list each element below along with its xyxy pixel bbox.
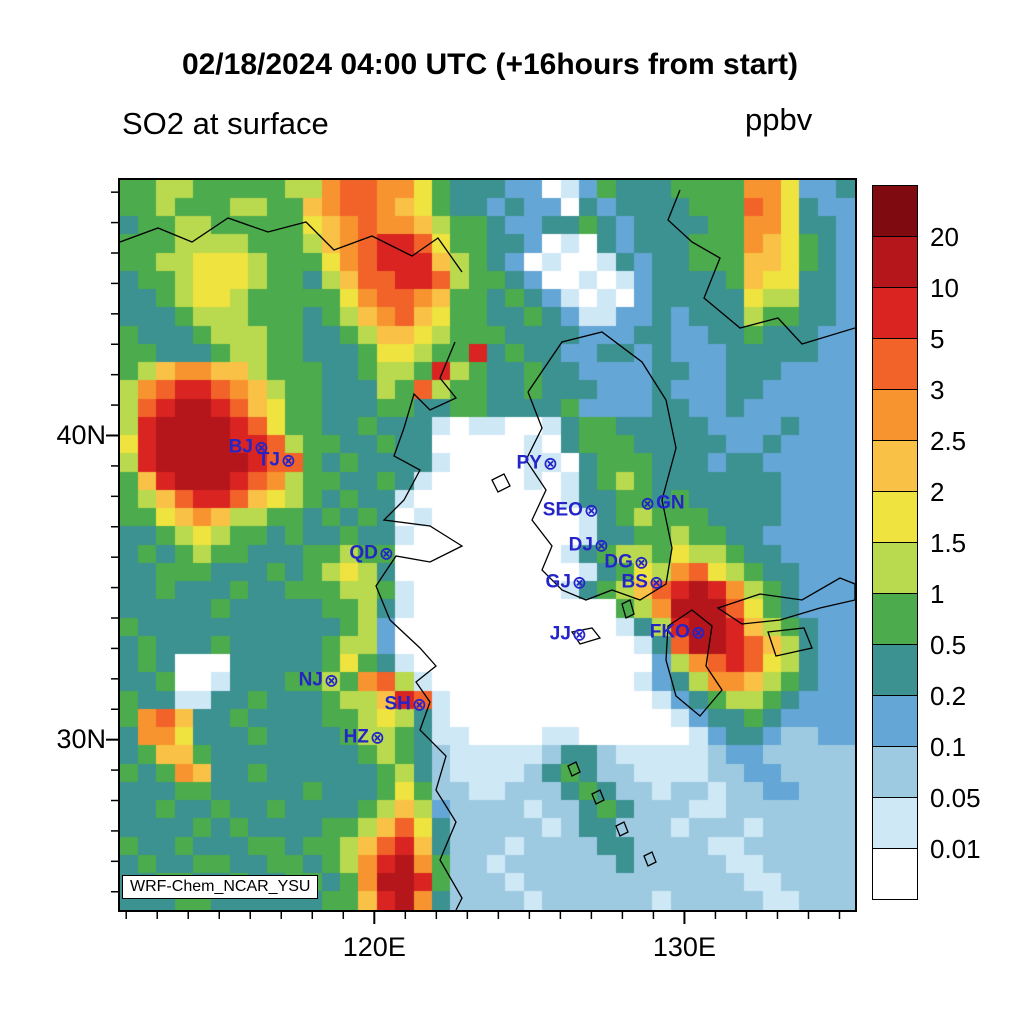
city-py: PY ⊗ bbox=[517, 454, 559, 473]
coastline-path bbox=[120, 217, 463, 273]
map-panel: WRF-Chem_NCAR_YSU BJ ⊗ TJ ⊗ PY ⊗ SEO ⊗ ⊗ GN QD ⊗ DJ ⊗… bbox=[118, 178, 857, 912]
colorbar-tick-label: 0.5 bbox=[930, 630, 967, 660]
colorbar-tick-label: 20 bbox=[930, 222, 959, 252]
coastline-path bbox=[621, 599, 635, 619]
coastline-path bbox=[716, 577, 855, 625]
city-bs: BS ⊗ bbox=[622, 573, 666, 592]
city-marker-icon: ⊗ bbox=[378, 543, 394, 563]
colorbar-tick-label: 2 bbox=[930, 477, 945, 507]
city-marker-icon: ⊗ bbox=[633, 552, 649, 572]
city-gj: GJ ⊗ bbox=[546, 573, 588, 592]
city-marker-icon: ⊗ bbox=[253, 437, 269, 457]
city-label: DJ bbox=[568, 534, 593, 556]
coastline-path bbox=[491, 473, 511, 493]
city-label: PY bbox=[516, 452, 542, 474]
coastline-path bbox=[615, 821, 629, 837]
model-watermark: WRF-Chem_NCAR_YSU bbox=[122, 875, 319, 899]
colorbar-tick-label: 1.5 bbox=[930, 528, 967, 558]
colorbar-box-5 bbox=[872, 440, 918, 492]
coastline-path bbox=[667, 189, 855, 345]
colorbar-tick-label: 0.2 bbox=[930, 681, 967, 711]
city-nj: NJ ⊗ bbox=[299, 671, 340, 690]
city-label: TJ bbox=[257, 449, 280, 471]
so2-heatmap bbox=[120, 180, 855, 910]
colorbar-tick-label: 0.01 bbox=[930, 834, 981, 864]
plot-title: 02/18/2024 04:00 UTC (+16hours from star… bbox=[181, 48, 799, 81]
city-tj: TJ ⊗ bbox=[258, 451, 297, 470]
city-fko: FKO ⊗ bbox=[650, 623, 707, 642]
colorbar-box-10 bbox=[872, 695, 918, 747]
colorbar-tick-label: 10 bbox=[930, 273, 959, 303]
city-label: GN bbox=[656, 492, 685, 514]
city-label: JJ bbox=[549, 623, 571, 645]
coastline-path bbox=[665, 609, 723, 717]
colorbar-box-13 bbox=[872, 848, 918, 900]
city-jj: JJ ⊗ bbox=[550, 625, 588, 644]
city-label: SH bbox=[384, 693, 411, 715]
colorbar-box-3 bbox=[872, 338, 918, 390]
coastlines bbox=[120, 189, 855, 910]
city-label: SEO bbox=[542, 499, 583, 521]
city-hz: HZ ⊗ bbox=[344, 728, 386, 747]
coastline-path bbox=[570, 627, 602, 645]
city-gn: ⊗ GN bbox=[639, 494, 685, 513]
colorbar-tick-label: 0.05 bbox=[930, 783, 981, 813]
y-axis-label-30N: 30N bbox=[56, 723, 106, 754]
city-marker-icon: ⊗ bbox=[542, 453, 558, 473]
city-dj: DJ ⊗ bbox=[569, 536, 610, 555]
colorbar-box-2 bbox=[872, 287, 918, 339]
city-qd: QD ⊗ bbox=[349, 544, 395, 563]
city-marker-icon: ⊗ bbox=[583, 500, 599, 520]
colorbar-box-1 bbox=[872, 236, 918, 288]
colorbar-box-9 bbox=[872, 644, 918, 696]
city-marker-icon: ⊗ bbox=[648, 572, 664, 592]
city-marker-icon: ⊗ bbox=[323, 670, 339, 690]
colorbar-tick-label: 5 bbox=[930, 324, 945, 354]
city-marker-icon: ⊗ bbox=[640, 493, 656, 513]
city-marker-icon: ⊗ bbox=[690, 622, 706, 642]
city-label: FKO bbox=[649, 621, 690, 643]
city-label: BS bbox=[621, 571, 648, 593]
coastline-path bbox=[525, 331, 677, 601]
y-axis-label-40N: 40N bbox=[56, 419, 106, 450]
city-dg: DG ⊗ bbox=[604, 553, 650, 572]
colorbar-tick-label: 0.1 bbox=[930, 732, 967, 762]
city-marker-icon: ⊗ bbox=[571, 624, 587, 644]
city-marker-icon: ⊗ bbox=[571, 572, 587, 592]
colorbar-tick-label: 2.5 bbox=[930, 426, 967, 456]
x-axis-label-120E: 120E bbox=[342, 932, 406, 962]
coastline-path bbox=[643, 851, 657, 867]
coastline-path bbox=[375, 341, 464, 910]
colorbar-box-7 bbox=[872, 542, 918, 594]
city-label: QD bbox=[349, 542, 378, 564]
colorbar-box-6 bbox=[872, 491, 918, 543]
colorbar-tick-label: 3 bbox=[930, 375, 945, 405]
city-marker-icon: ⊗ bbox=[369, 727, 385, 747]
variable-title: SO2 at surface bbox=[122, 106, 329, 141]
colorbar-box-11 bbox=[872, 746, 918, 798]
city-marker-icon: ⊗ bbox=[280, 450, 296, 470]
units-label: ppbv bbox=[745, 102, 813, 137]
city-label: HZ bbox=[343, 726, 369, 748]
city-label: BJ bbox=[228, 436, 253, 458]
colorbar bbox=[872, 185, 918, 900]
city-label: DG bbox=[604, 551, 633, 573]
city-marker-icon: ⊗ bbox=[593, 535, 609, 555]
colorbar-box-4 bbox=[872, 389, 918, 441]
colorbar-box-0 bbox=[872, 185, 918, 237]
city-label: GJ bbox=[545, 571, 571, 593]
city-seo: SEO ⊗ bbox=[543, 501, 600, 520]
city-label: NJ bbox=[298, 669, 323, 691]
colorbar-tick-label: 1 bbox=[930, 579, 945, 609]
city-marker-icon: ⊗ bbox=[411, 694, 427, 714]
coastline-path bbox=[591, 789, 605, 805]
colorbar-box-8 bbox=[872, 593, 918, 645]
coastline-path bbox=[767, 627, 813, 657]
city-sh: SH ⊗ bbox=[385, 695, 429, 714]
colorbar-box-12 bbox=[872, 797, 918, 849]
city-bj: BJ ⊗ bbox=[229, 438, 270, 457]
x-axis-label-130E: 130E bbox=[652, 932, 716, 962]
coastline-path bbox=[567, 761, 581, 777]
